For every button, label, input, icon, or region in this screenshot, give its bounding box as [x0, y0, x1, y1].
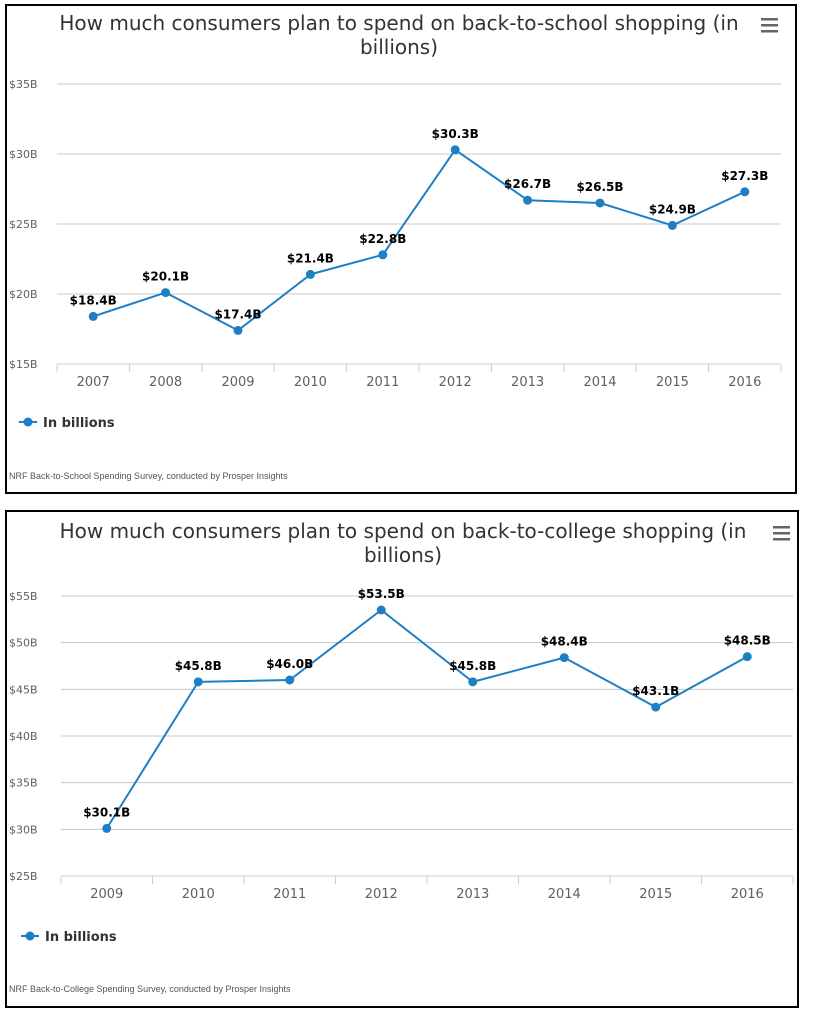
y-tick-label: $25B [9, 218, 38, 231]
data-label: $18.4B [70, 293, 117, 307]
data-point[interactable] [740, 187, 750, 197]
data-point[interactable] [102, 823, 112, 833]
menu-button[interactable] [771, 524, 791, 542]
x-tick-label: 2016 [728, 375, 761, 390]
x-tick-label: 2010 [294, 375, 327, 390]
x-tick-label: 2015 [656, 375, 689, 390]
x-axis-ticks: 2007 2008 2009 2010 2011 2012 2013 2014 2015 2016 [56, 363, 782, 390]
data-label: $26.5B [576, 180, 623, 194]
x-tick-label: 2012 [365, 887, 398, 902]
x-tick-label: 2015 [639, 887, 672, 902]
chart-title-line1: How much consumers plan to spend on back… [59, 11, 738, 35]
data-point[interactable] [378, 250, 388, 260]
data-point[interactable] [742, 652, 752, 662]
data-label: $24.9B [649, 202, 696, 216]
x-tick-label: 2007 [77, 375, 110, 390]
data-label: $30.1B [83, 805, 130, 819]
hamburger-menu-icon [761, 18, 778, 21]
data-label: $46.0B [266, 657, 313, 671]
data-point[interactable] [88, 311, 98, 321]
data-point[interactable] [559, 653, 569, 663]
chart-svg-back-to-college: How much consumers plan to spend on back… [9, 519, 794, 994]
y-tick-label: $15B [9, 358, 38, 371]
series-line [92, 148, 746, 332]
data-label: $30.3B [432, 127, 479, 141]
y-tick-label: $35B [9, 78, 38, 91]
x-tick-label: 2011 [273, 887, 306, 902]
y-tick-label: $55B [9, 590, 38, 603]
x-tick-label: 2014 [548, 887, 581, 902]
series-in-billions: $18.4B $20.1B $17.4B $21.4B $22.8B $30.3B $26.… [70, 127, 768, 335]
chart-panel-back-to-school: How much consumers plan to spend on back… [5, 4, 797, 494]
hamburger-menu-icon [773, 526, 790, 529]
x-tick-label: 2013 [511, 375, 544, 390]
data-point[interactable] [161, 288, 171, 298]
data-point[interactable] [651, 702, 661, 712]
x-tick-label: 2011 [366, 375, 399, 390]
chart-credit[interactable]: NRF Back-to-College Spending Survey, con… [9, 984, 291, 994]
chart-title-line2: billions) [360, 35, 438, 59]
y-axis-ticks: $15B $20B $25B $30B $35B [9, 78, 38, 371]
data-point[interactable] [305, 269, 315, 279]
data-label: $17.4B [214, 307, 261, 321]
data-point[interactable] [595, 198, 605, 208]
data-point[interactable] [285, 675, 295, 685]
grid-lines [61, 595, 793, 830]
data-point[interactable] [450, 145, 460, 155]
data-label: $45.8B [449, 659, 496, 673]
data-point[interactable] [523, 195, 533, 205]
y-tick-label: $35B [9, 777, 38, 790]
data-label: $21.4B [287, 251, 334, 265]
chart-panel-back-to-college: How much consumers plan to spend on back… [5, 510, 799, 1008]
series-line [105, 609, 748, 829]
x-tick-label: 2016 [731, 887, 764, 902]
y-tick-label: $25B [9, 870, 38, 883]
data-label: $53.5B [358, 587, 405, 601]
y-tick-label: $45B [9, 683, 38, 696]
x-axis-ticks: 2009 2010 2011 2012 2013 2014 2015 2016 [60, 875, 794, 902]
data-label: $45.8B [175, 659, 222, 673]
data-point[interactable] [468, 677, 478, 687]
x-tick-label: 2009 [221, 375, 254, 390]
data-label: $48.5B [724, 634, 771, 648]
x-tick-label: 2010 [182, 887, 215, 902]
y-tick-label: $30B [9, 823, 38, 836]
chart-credit[interactable]: NRF Back-to-School Spending Survey, cond… [9, 471, 288, 481]
grid-lines [57, 83, 781, 295]
legend-marker-icon [25, 931, 35, 941]
y-tick-label: $50B [9, 637, 38, 650]
data-point[interactable] [193, 677, 203, 687]
data-point[interactable] [376, 605, 386, 615]
legend-item[interactable]: In billions [19, 416, 115, 431]
x-tick-label: 2012 [439, 375, 472, 390]
x-tick-label: 2013 [456, 887, 489, 902]
data-label: $48.4B [541, 635, 588, 649]
data-point[interactable] [233, 325, 243, 335]
y-tick-label: $40B [9, 730, 38, 743]
x-tick-label: 2014 [583, 375, 616, 390]
series-in-billions: $30.1B $45.8B $46.0B $53.5B $45.8B $48.4B $43.… [83, 587, 771, 833]
chart-title-line2: billions) [364, 543, 442, 567]
data-label: $43.1B [632, 684, 679, 698]
legend-label: In billions [45, 930, 117, 945]
chart-svg-back-to-school: How much consumers plan to spend on back… [9, 11, 782, 481]
legend-item[interactable]: In billions [21, 930, 117, 945]
data-label: $20.1B [142, 270, 189, 284]
x-tick-label: 2009 [90, 887, 123, 902]
legend-label: In billions [43, 416, 115, 431]
data-point[interactable] [667, 220, 677, 230]
y-tick-label: $30B [9, 148, 38, 161]
y-axis-ticks: $25B $30B $35B $40B $45B $50B $55B [9, 590, 38, 883]
menu-button[interactable] [759, 16, 779, 34]
legend-marker-icon [23, 417, 33, 427]
data-label: $22.8B [359, 232, 406, 246]
y-tick-label: $20B [9, 288, 38, 301]
x-tick-label: 2008 [149, 375, 182, 390]
chart-title-line1: How much consumers plan to spend on back… [60, 519, 747, 543]
data-label: $26.7B [504, 177, 551, 191]
data-label: $27.3B [721, 169, 768, 183]
